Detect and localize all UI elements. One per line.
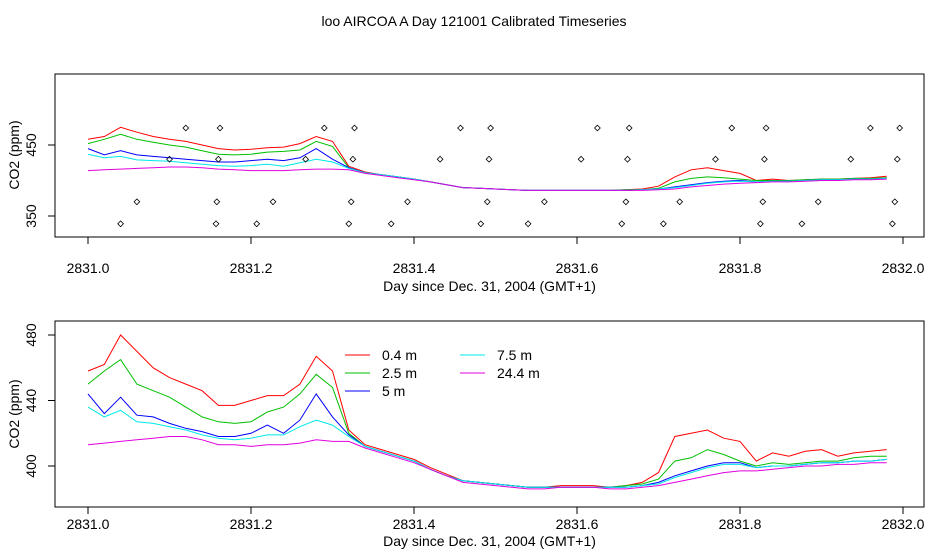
calibration-marker	[618, 220, 626, 228]
x-tick-label: 2831.6	[556, 260, 599, 276]
plot-frame	[54, 73, 925, 238]
calibration-marker	[762, 124, 770, 132]
series-line-24-4-m	[87, 436, 887, 490]
calibration-marker	[524, 220, 532, 228]
y-tick-label: 440	[23, 389, 39, 413]
x-tick-label: 2832.0	[882, 516, 925, 532]
calibration-marker	[761, 155, 768, 163]
calibration-marker	[349, 155, 357, 163]
calibration-marker	[182, 124, 190, 132]
calibration-marker	[347, 198, 355, 206]
series-line-7-5-m	[87, 406, 887, 488]
x-tick-label: 2831.4	[393, 516, 436, 532]
x-tick-label: 2831.8	[719, 260, 762, 276]
calibration-marker	[541, 198, 548, 206]
legend-label-24-4-m: 24.4 m	[497, 365, 540, 381]
calibration-marker	[302, 155, 309, 163]
calibration-marker	[889, 220, 896, 228]
y-tick-label: 400	[23, 454, 39, 478]
calibration-marker	[847, 155, 855, 163]
calibration-marker	[477, 220, 485, 228]
calibration-marker	[213, 198, 221, 206]
y-tick-label: 350	[23, 204, 39, 228]
calibration-marker	[216, 124, 224, 132]
legend-label-0-4-m: 0.4 m	[382, 347, 417, 363]
calibration-marker	[253, 220, 261, 228]
calibration-marker	[215, 155, 222, 163]
y-axis-label: CO2 (ppm)	[6, 120, 22, 189]
top-panel: 2831.0 2831.2 2831.4 2831.6 2831.8 2832.0 350 4…	[6, 73, 925, 294]
series-line-2-5-m	[87, 358, 887, 488]
legend-label-5-m: 5 m	[382, 383, 405, 399]
calibration-marker	[757, 220, 764, 228]
calibration-marker	[212, 220, 220, 228]
calibration-marker	[594, 124, 601, 132]
calibration-marker	[891, 198, 899, 206]
calibration-marker	[485, 155, 493, 163]
calibration-marker	[577, 155, 585, 163]
series-line-5-m	[87, 392, 887, 488]
calibration-marker	[624, 155, 631, 163]
x-tick-label: 2831.0	[67, 516, 110, 532]
legend-label-2-5-m: 2.5 m	[382, 365, 417, 381]
calibration-marker	[166, 155, 173, 163]
y-axis-label: CO2 (ppm)	[6, 379, 22, 448]
calibration-marker	[457, 124, 464, 132]
calibration-marker	[351, 124, 358, 132]
calibration-marker	[345, 220, 353, 228]
calibration-marker	[622, 198, 630, 206]
series-group	[87, 126, 887, 191]
calibration-marker	[759, 198, 767, 206]
calibration-marker	[896, 124, 904, 132]
calibration-marker	[133, 198, 141, 206]
legend-label-7-5-m: 7.5 m	[497, 347, 532, 363]
calibration-marker	[676, 198, 684, 206]
calibration-marker	[798, 220, 806, 228]
calibration-marker	[867, 124, 874, 132]
x-axis-label: Day since Dec. 31, 2004 (GMT+1)	[383, 533, 596, 549]
x-axis-label: Day since Dec. 31, 2004 (GMT+1)	[383, 278, 596, 294]
y-tick-label: 480	[23, 323, 39, 347]
plot-frame	[54, 320, 925, 508]
calibration-marker	[404, 198, 411, 206]
calibration-marker	[483, 198, 491, 206]
calibration-marker	[660, 220, 667, 228]
series-line-0-4-m	[87, 334, 887, 488]
page-title: loo AIRCOA A Day 121001 Calibrated Times…	[321, 13, 626, 29]
calibration-marker	[712, 155, 719, 163]
calibration-marker	[269, 198, 277, 206]
x-tick-label: 2831.6	[556, 516, 599, 532]
x-tick-label: 2831.8	[719, 516, 762, 532]
calibration-marker	[893, 155, 901, 163]
series-group	[87, 334, 887, 490]
calibration-marker	[728, 124, 736, 132]
calibration-marker	[487, 124, 494, 132]
calibration-marker	[117, 220, 124, 228]
calibration-marker	[814, 198, 822, 206]
x-tick-label: 2831.0	[67, 260, 110, 276]
x-tick-label: 2832.0	[882, 260, 925, 276]
series-line-5-m	[87, 148, 887, 191]
calibration-marker	[436, 155, 444, 163]
bottom-panel: 2831.0 2831.2 2831.4 2831.6 2831.8 2832.0 400 4…	[6, 320, 925, 549]
x-tick-label: 2831.2	[230, 260, 273, 276]
calibration-marker	[320, 124, 328, 132]
calibration-marker	[387, 220, 395, 228]
y-tick-label: 450	[23, 133, 39, 157]
x-tick-label: 2831.4	[393, 260, 436, 276]
series-line-24-4-m	[87, 166, 887, 191]
calibration-marker	[625, 124, 633, 132]
x-tick-label: 2831.2	[230, 516, 273, 532]
legend: 0.4 m 2.5 m 5 m 7.5 m 24.4 m	[345, 347, 540, 399]
